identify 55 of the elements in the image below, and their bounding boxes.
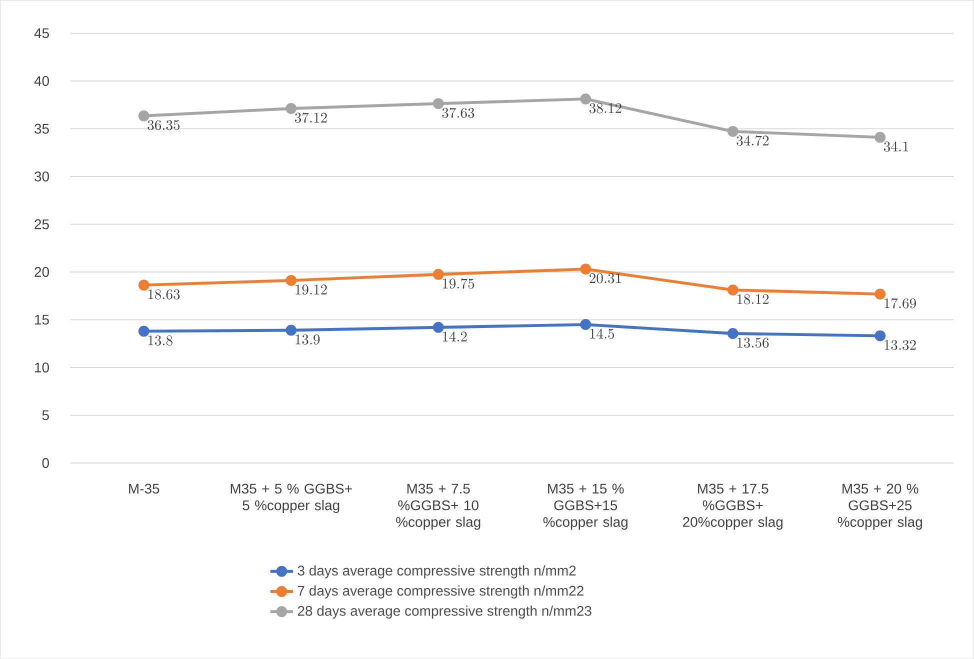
data-label: 13.32 [884,340,916,350]
point [727,328,738,339]
point [432,268,444,280]
x-tick-label: M-35 [129,484,160,494]
legend-label: 3 days average compressive strength n/mm2 [298,565,576,578]
data-label: 17.69 [884,298,916,308]
y-tick-label: 5 [42,410,49,420]
data-label: 34. 1 [884,141,908,152]
data-label: 37. 12 [294,112,327,123]
data-label: 38. 12 [589,103,622,114]
y-tick-label: 35 [34,124,49,134]
point [286,274,297,286]
y-tick-label: 10 [35,362,49,372]
data-label: 14.5 [590,328,614,339]
data-label: 13.9 [296,334,320,344]
y-tick-label: 40 [34,76,49,86]
point [874,132,886,143]
point [138,280,150,290]
y-tick-label: 25 [34,219,49,230]
point [580,93,592,104]
legend-label: 7 days average compressive strength n/mm22 [298,585,584,598]
data-label: 13.56 [737,338,769,348]
data-label: 18. 12 [737,294,769,304]
x-tick-label: M35 + 15 % GGBS+15 %copper slag [543,484,628,530]
data-label: 18.63 [148,289,180,300]
y-tick-label: 30 [34,171,49,182]
point [874,288,886,300]
y-tick-label: 0 [42,458,49,468]
legend-label: 28 days average compressive strength n/mm23 [298,605,592,619]
point [580,318,592,330]
point [432,322,444,333]
point [286,102,297,114]
data-label: 13.8 [148,335,172,346]
x-tick-label: M35 + 20 % GGBS+25 %copper slag [838,484,922,530]
point [286,324,297,336]
data-label: 34.72 [736,135,769,146]
data-label: 14.2 [442,331,467,342]
y-tick-label: 45 [34,28,49,38]
x-tick-label: M35 + 5 % GGBS+ 5 %copper slag [230,484,352,513]
point [727,126,738,137]
x-tick-label: M35 + 7.5 %GGBS+ 10 %copper slag [396,484,480,530]
y-tick-label: 15 [35,314,49,325]
point [580,264,592,274]
data-label: 20.31 [590,273,621,284]
data-label: 36.35 [148,120,180,130]
data-label: 37.63 [442,108,474,118]
point [874,330,886,342]
point [432,98,444,110]
data-label: 19.75 [442,278,474,289]
point [138,110,150,122]
x-tick-label: M35 + 17.5 %GGBS+ 20%copper slag [683,484,782,530]
y-tick-label: 20 [34,266,49,277]
data-label: 19. 12 [296,284,327,295]
point [727,284,738,296]
point [138,326,150,337]
